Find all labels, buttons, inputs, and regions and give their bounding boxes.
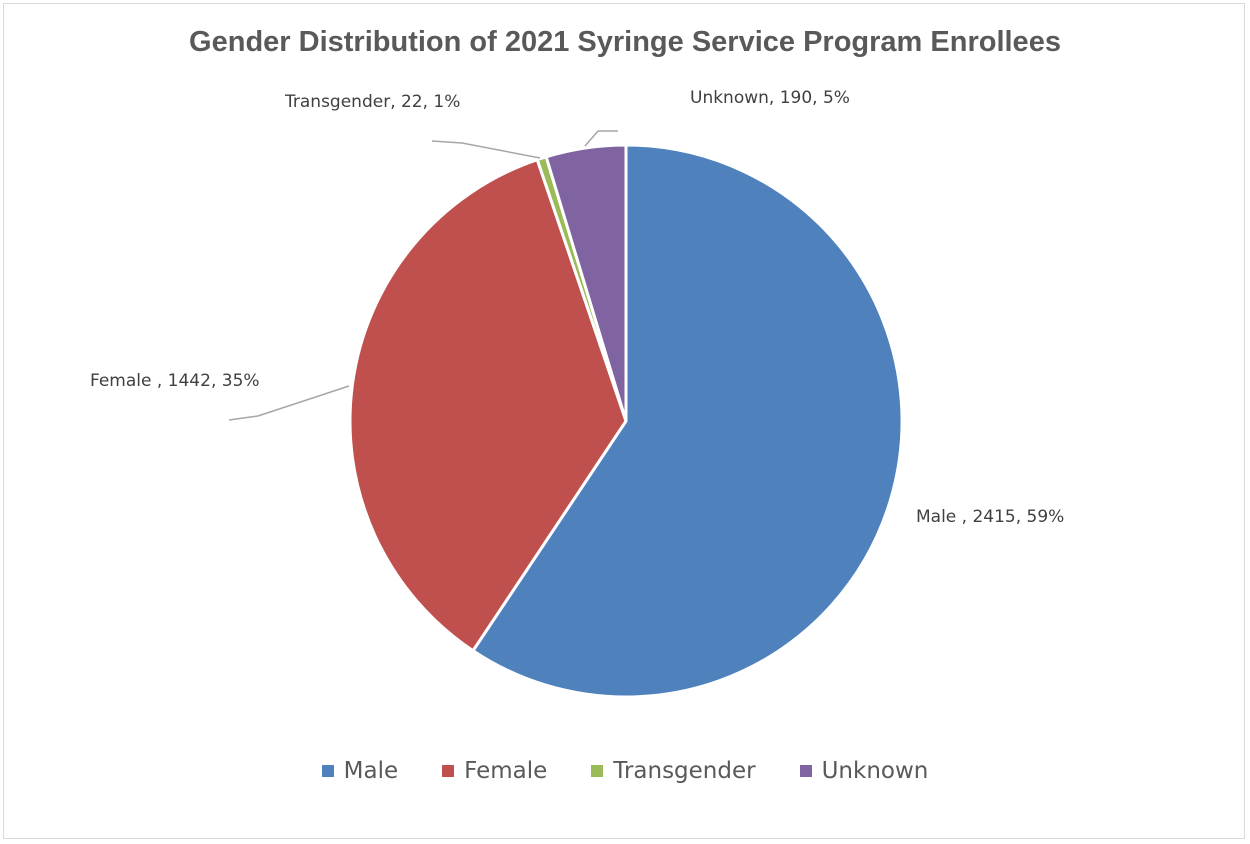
legend-swatch <box>442 765 455 777</box>
data-label-male: Male , 2415, 59% <box>916 507 1064 527</box>
pie-slice-female <box>348 158 628 653</box>
legend-swatch <box>321 765 334 777</box>
leader-line-unknown <box>584 130 618 147</box>
legend-item-unknown: Unknown <box>799 758 929 784</box>
data-label-transgender: Transgender, 22, 1% <box>284 92 460 112</box>
legend-item-transgender: Transgender <box>591 758 756 784</box>
legend-label: Transgender <box>613 758 756 784</box>
legend-item-female: Female <box>442 758 547 784</box>
pie-slice-unknown <box>544 143 628 423</box>
legend-label: Unknown <box>821 758 929 784</box>
legend-label: Male <box>343 758 399 784</box>
chart-legend: Male Female Transgender Unknown <box>0 758 1250 784</box>
pie-slice-male <box>471 143 904 699</box>
chart-title: Gender Distribution of 2021 Syringe Serv… <box>189 26 1061 58</box>
data-label-unknown: Unknown, 190, 5% <box>690 88 850 108</box>
legend-item-male: Male <box>321 758 399 784</box>
legend-swatch <box>799 765 812 777</box>
legend-label: Female <box>464 758 548 784</box>
data-label-female: Female , 1442, 35% <box>90 371 260 391</box>
leader-line-transgender <box>431 140 541 159</box>
leader-line-female <box>228 385 350 421</box>
legend-swatch <box>591 765 604 777</box>
